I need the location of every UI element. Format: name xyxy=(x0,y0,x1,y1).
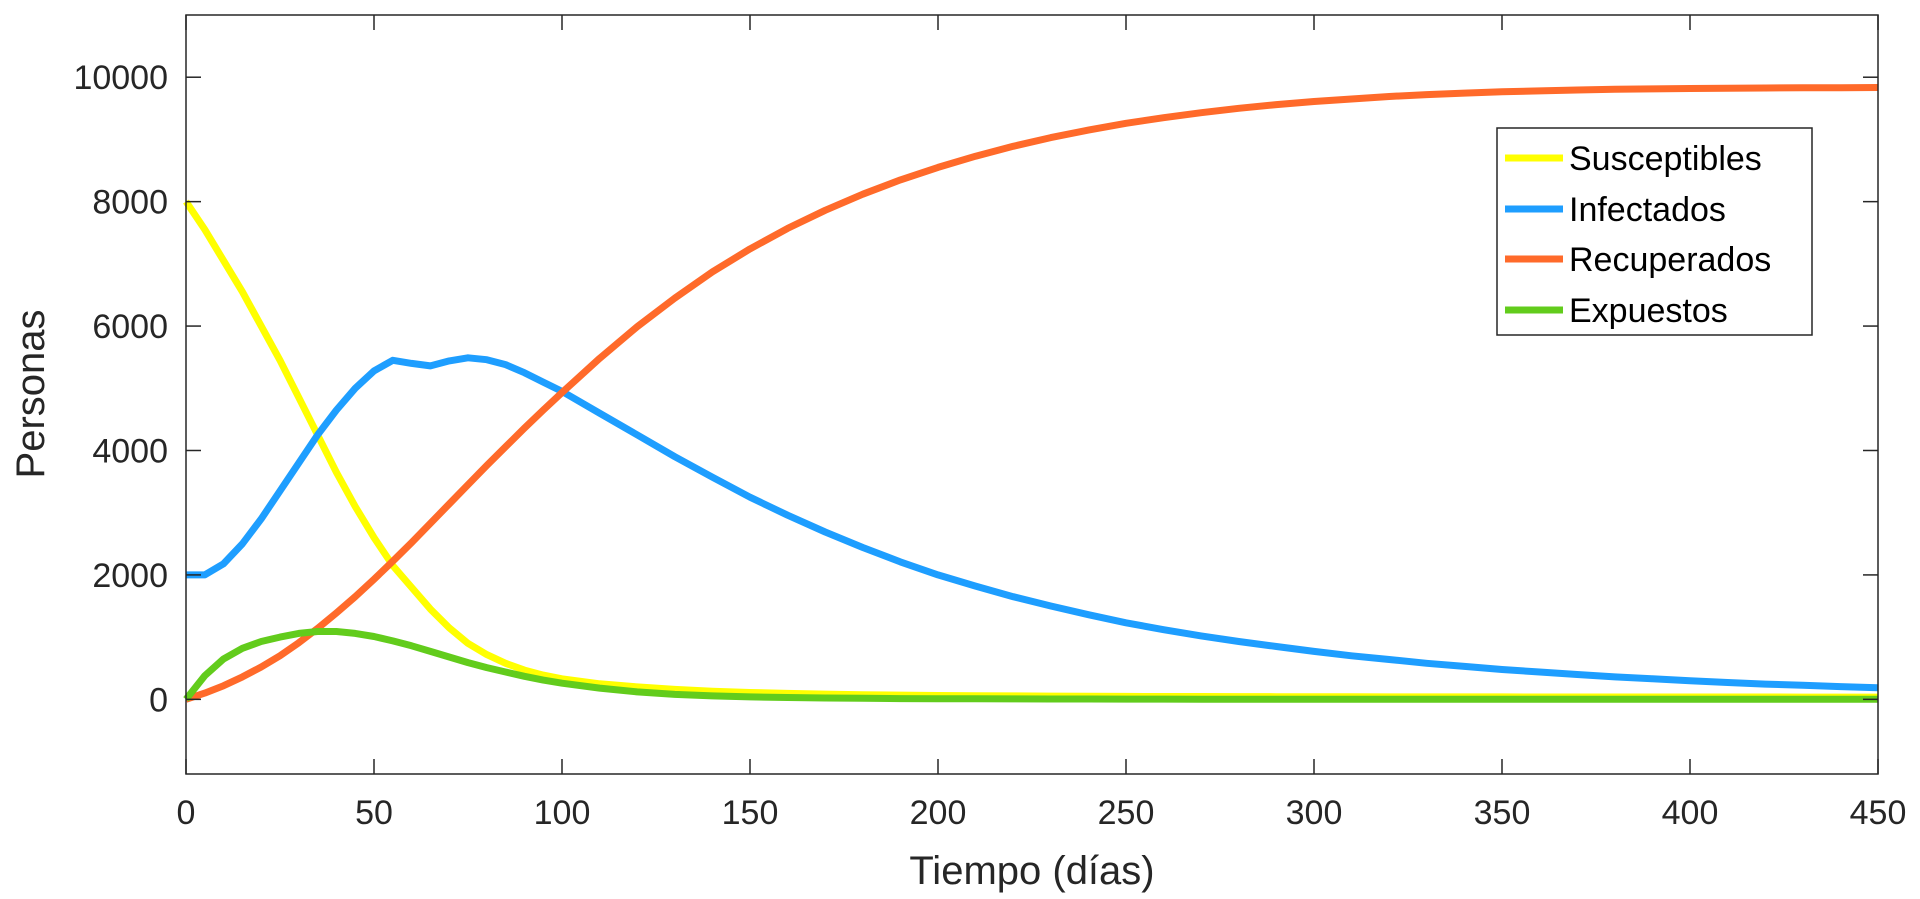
x-tick-label: 450 xyxy=(1850,794,1907,832)
x-tick-label: 0 xyxy=(177,794,196,832)
legend-label-infectados: Infectados xyxy=(1569,191,1726,229)
series-line-infectados xyxy=(186,354,1879,692)
series-lines xyxy=(183,84,1879,703)
y-axis-title: Personas xyxy=(9,310,53,479)
x-tick-label: 400 xyxy=(1662,794,1719,832)
y-tick-label: 2000 xyxy=(92,557,168,595)
y-tick-label: 10000 xyxy=(73,59,168,97)
x-tick-label: 250 xyxy=(1098,794,1155,832)
y-tick-label: 8000 xyxy=(92,184,168,222)
legend-label-susceptibles: Susceptibles xyxy=(1569,140,1762,178)
series-line-recuperados xyxy=(184,84,1879,703)
legend-label-recuperados: Recuperados xyxy=(1569,241,1771,279)
x-tick-label: 200 xyxy=(910,794,967,832)
y-tick-label: 0 xyxy=(149,681,168,719)
y-tick-label: 4000 xyxy=(92,432,168,470)
x-axis-title: Tiempo (días) xyxy=(909,849,1154,893)
x-tick-label: 50 xyxy=(355,794,393,832)
y-tick-label: 6000 xyxy=(92,308,168,346)
legend-label-expuestos: Expuestos xyxy=(1569,292,1728,330)
x-tick-label: 150 xyxy=(722,794,779,832)
x-axis-ticks: 0 50 100 150 200 250 300 350 400 450 xyxy=(177,15,1907,832)
series-line-expuestos xyxy=(183,628,1878,703)
legend-box xyxy=(1496,127,1813,336)
x-tick-label: 300 xyxy=(1286,794,1343,832)
y-axis-ticks: 0 2000 4000 6000 8000 10000 xyxy=(73,59,1878,719)
x-tick-label: 100 xyxy=(534,794,591,832)
legend: Susceptibles Infectados Recuperados Expuest… xyxy=(1496,127,1813,336)
plot-frame xyxy=(185,14,1879,775)
x-tick-label: 350 xyxy=(1474,794,1531,832)
